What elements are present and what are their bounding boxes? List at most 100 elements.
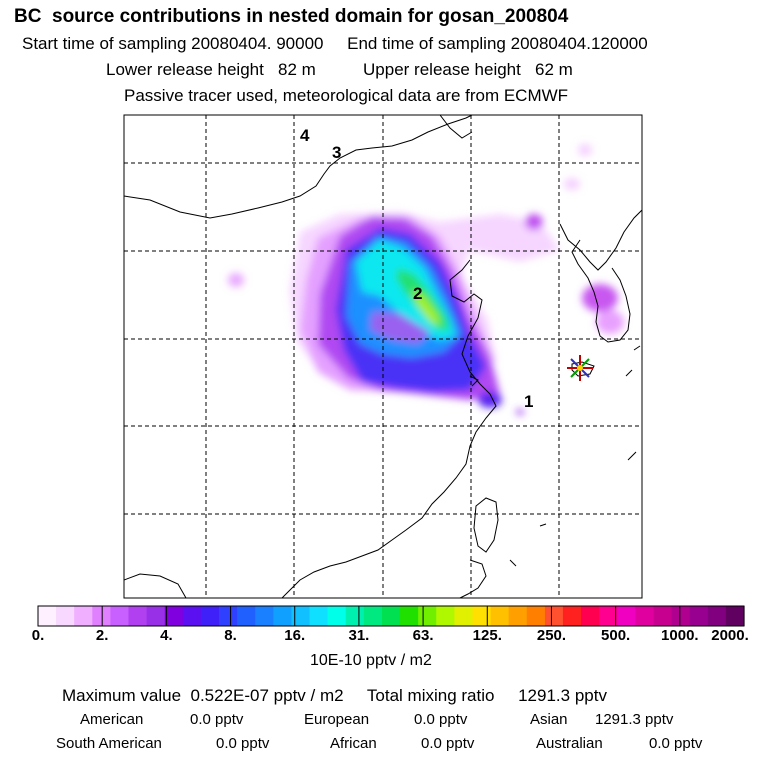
patch-dot-3 [578, 144, 592, 156]
colorbar-cell [345, 606, 365, 626]
total-label: Total mixing ratio [366, 686, 495, 705]
max-value-label: Maximum value [62, 686, 182, 705]
colorbar-cell [182, 606, 202, 626]
patch-korea-south [596, 310, 624, 334]
colorbar-cell [309, 606, 329, 626]
summary-line: Maximum value 0.522E-07 pptv / m2 Total … [62, 686, 607, 706]
region-value-american: 0.0 pptv [190, 711, 244, 728]
colorbar-cell [635, 606, 655, 626]
colorbar-cell [562, 606, 582, 626]
map-frame [123, 114, 643, 599]
colorbar-cell [617, 606, 636, 626]
colorbar-unit: 10E-10 pptv / m2 [310, 652, 432, 669]
sampling-times: Start time of sampling 20080404. 90000 E… [22, 34, 648, 54]
colorbar-cell [508, 606, 528, 626]
colorbar-cell [653, 606, 673, 626]
colorbar-cell [363, 606, 383, 626]
colorbar-tick-label: 0. [31, 627, 45, 644]
colorbar-cell [110, 606, 130, 626]
colorbar-cell [237, 606, 256, 626]
colorbar-cell [128, 606, 148, 626]
region-value-south-american: 0.0 pptv [216, 735, 270, 752]
map-label-1: 1 [524, 392, 533, 411]
patch-dot-1 [228, 273, 244, 287]
colorbar-cell [200, 606, 220, 626]
colorbar-cell [164, 606, 184, 626]
colorbar-cell [74, 606, 93, 626]
colorbar-cell [400, 606, 419, 626]
patch-dot-4 [564, 178, 580, 190]
colorbar-cell [327, 606, 347, 626]
upper-value: 62 m [535, 60, 573, 79]
hole-lavender [370, 312, 430, 344]
colorbar-tick-label: 16. [284, 627, 306, 644]
coastlines [124, 115, 642, 598]
colorbar-tick-label: 500. [601, 627, 631, 644]
colorbar-tick-label: 8. [224, 627, 237, 644]
region-value-african: 0.0 pptv [421, 735, 475, 752]
lower-label: Lower release height [106, 60, 264, 79]
region-name-european: European [304, 711, 370, 728]
colorbar-cell [291, 606, 311, 626]
receptor-star-icon [567, 355, 593, 381]
colorbar-cell [255, 606, 274, 626]
colorbar-cell [707, 606, 727, 626]
max-value: 0.522E-07 pptv / m2 [190, 686, 344, 705]
region-name-asian: Asian [530, 711, 568, 728]
map-label-4: 4 [300, 126, 310, 145]
colorbar-cell [544, 606, 564, 626]
lower-value: 82 m [278, 60, 316, 79]
end-label: End time of sampling [347, 34, 506, 53]
region-name-american: American [80, 711, 144, 728]
region-value-australian: 0.0 pptv [649, 735, 703, 752]
colorbar-frame [37, 605, 745, 627]
region-name-australian: Australian [536, 735, 603, 752]
colorbar-cell [381, 606, 401, 626]
start-value: 20080404. 90000 [191, 34, 324, 53]
colorbar-cell [418, 606, 437, 626]
tracer-note: Passive tracer used, meteorological data… [124, 86, 569, 105]
map-label-2: 2 [413, 284, 422, 303]
region-value-european: 0.0 pptv [414, 711, 468, 728]
patch-dot-2 [525, 214, 543, 230]
patch-dot-5 [478, 392, 502, 408]
page-title: BC source contributions in nested domain… [14, 6, 569, 27]
colorbar-cell [725, 606, 745, 626]
colorbar-cell [219, 606, 238, 626]
colorbar-cell [436, 606, 455, 626]
colorbar-cell [671, 606, 691, 626]
colorbar-cell [146, 606, 166, 626]
colorbar [37, 605, 745, 627]
upper-label: Upper release height [363, 60, 521, 79]
colorbar-tick-label: 2. [95, 627, 109, 644]
plume-yellowgreen [412, 290, 440, 326]
colorbar-tick-label: 2000. [711, 627, 749, 644]
colorbar-cell [273, 606, 293, 626]
colorbar-tick-label: 63. [412, 627, 434, 644]
region-name-south-american: South American [56, 735, 162, 752]
patch-dot-6 [516, 409, 524, 415]
region-value-asian: 1291.3 pptv [595, 711, 674, 728]
colorbar-cell [92, 606, 112, 626]
colorbar-cell [56, 606, 75, 626]
grid-lines [124, 115, 642, 598]
colorbar-cell [472, 606, 492, 626]
start-label: Start time of sampling [22, 34, 187, 53]
colorbar-tick-label: 1000. [661, 627, 699, 644]
colorbar-cell [490, 606, 510, 626]
concentration-field [228, 144, 624, 415]
region-name-african: African [330, 735, 377, 752]
colorbar-cell [526, 606, 546, 626]
colorbar-tick-label: 250. [536, 627, 567, 644]
map-label-3: 3 [332, 143, 341, 162]
map-labels: 4 3 2 1 [300, 126, 533, 411]
colorbar-cell [581, 606, 600, 626]
colorbar-cell [38, 606, 57, 626]
release-heights: Lower release height 82 m Upper release … [106, 60, 573, 80]
colorbar-cell [689, 606, 709, 626]
patch-korea [582, 284, 618, 312]
colorbar-tick-label: 4. [160, 627, 173, 644]
colorbar-cell [454, 606, 474, 626]
end-value: 20080404.120000 [510, 34, 648, 53]
